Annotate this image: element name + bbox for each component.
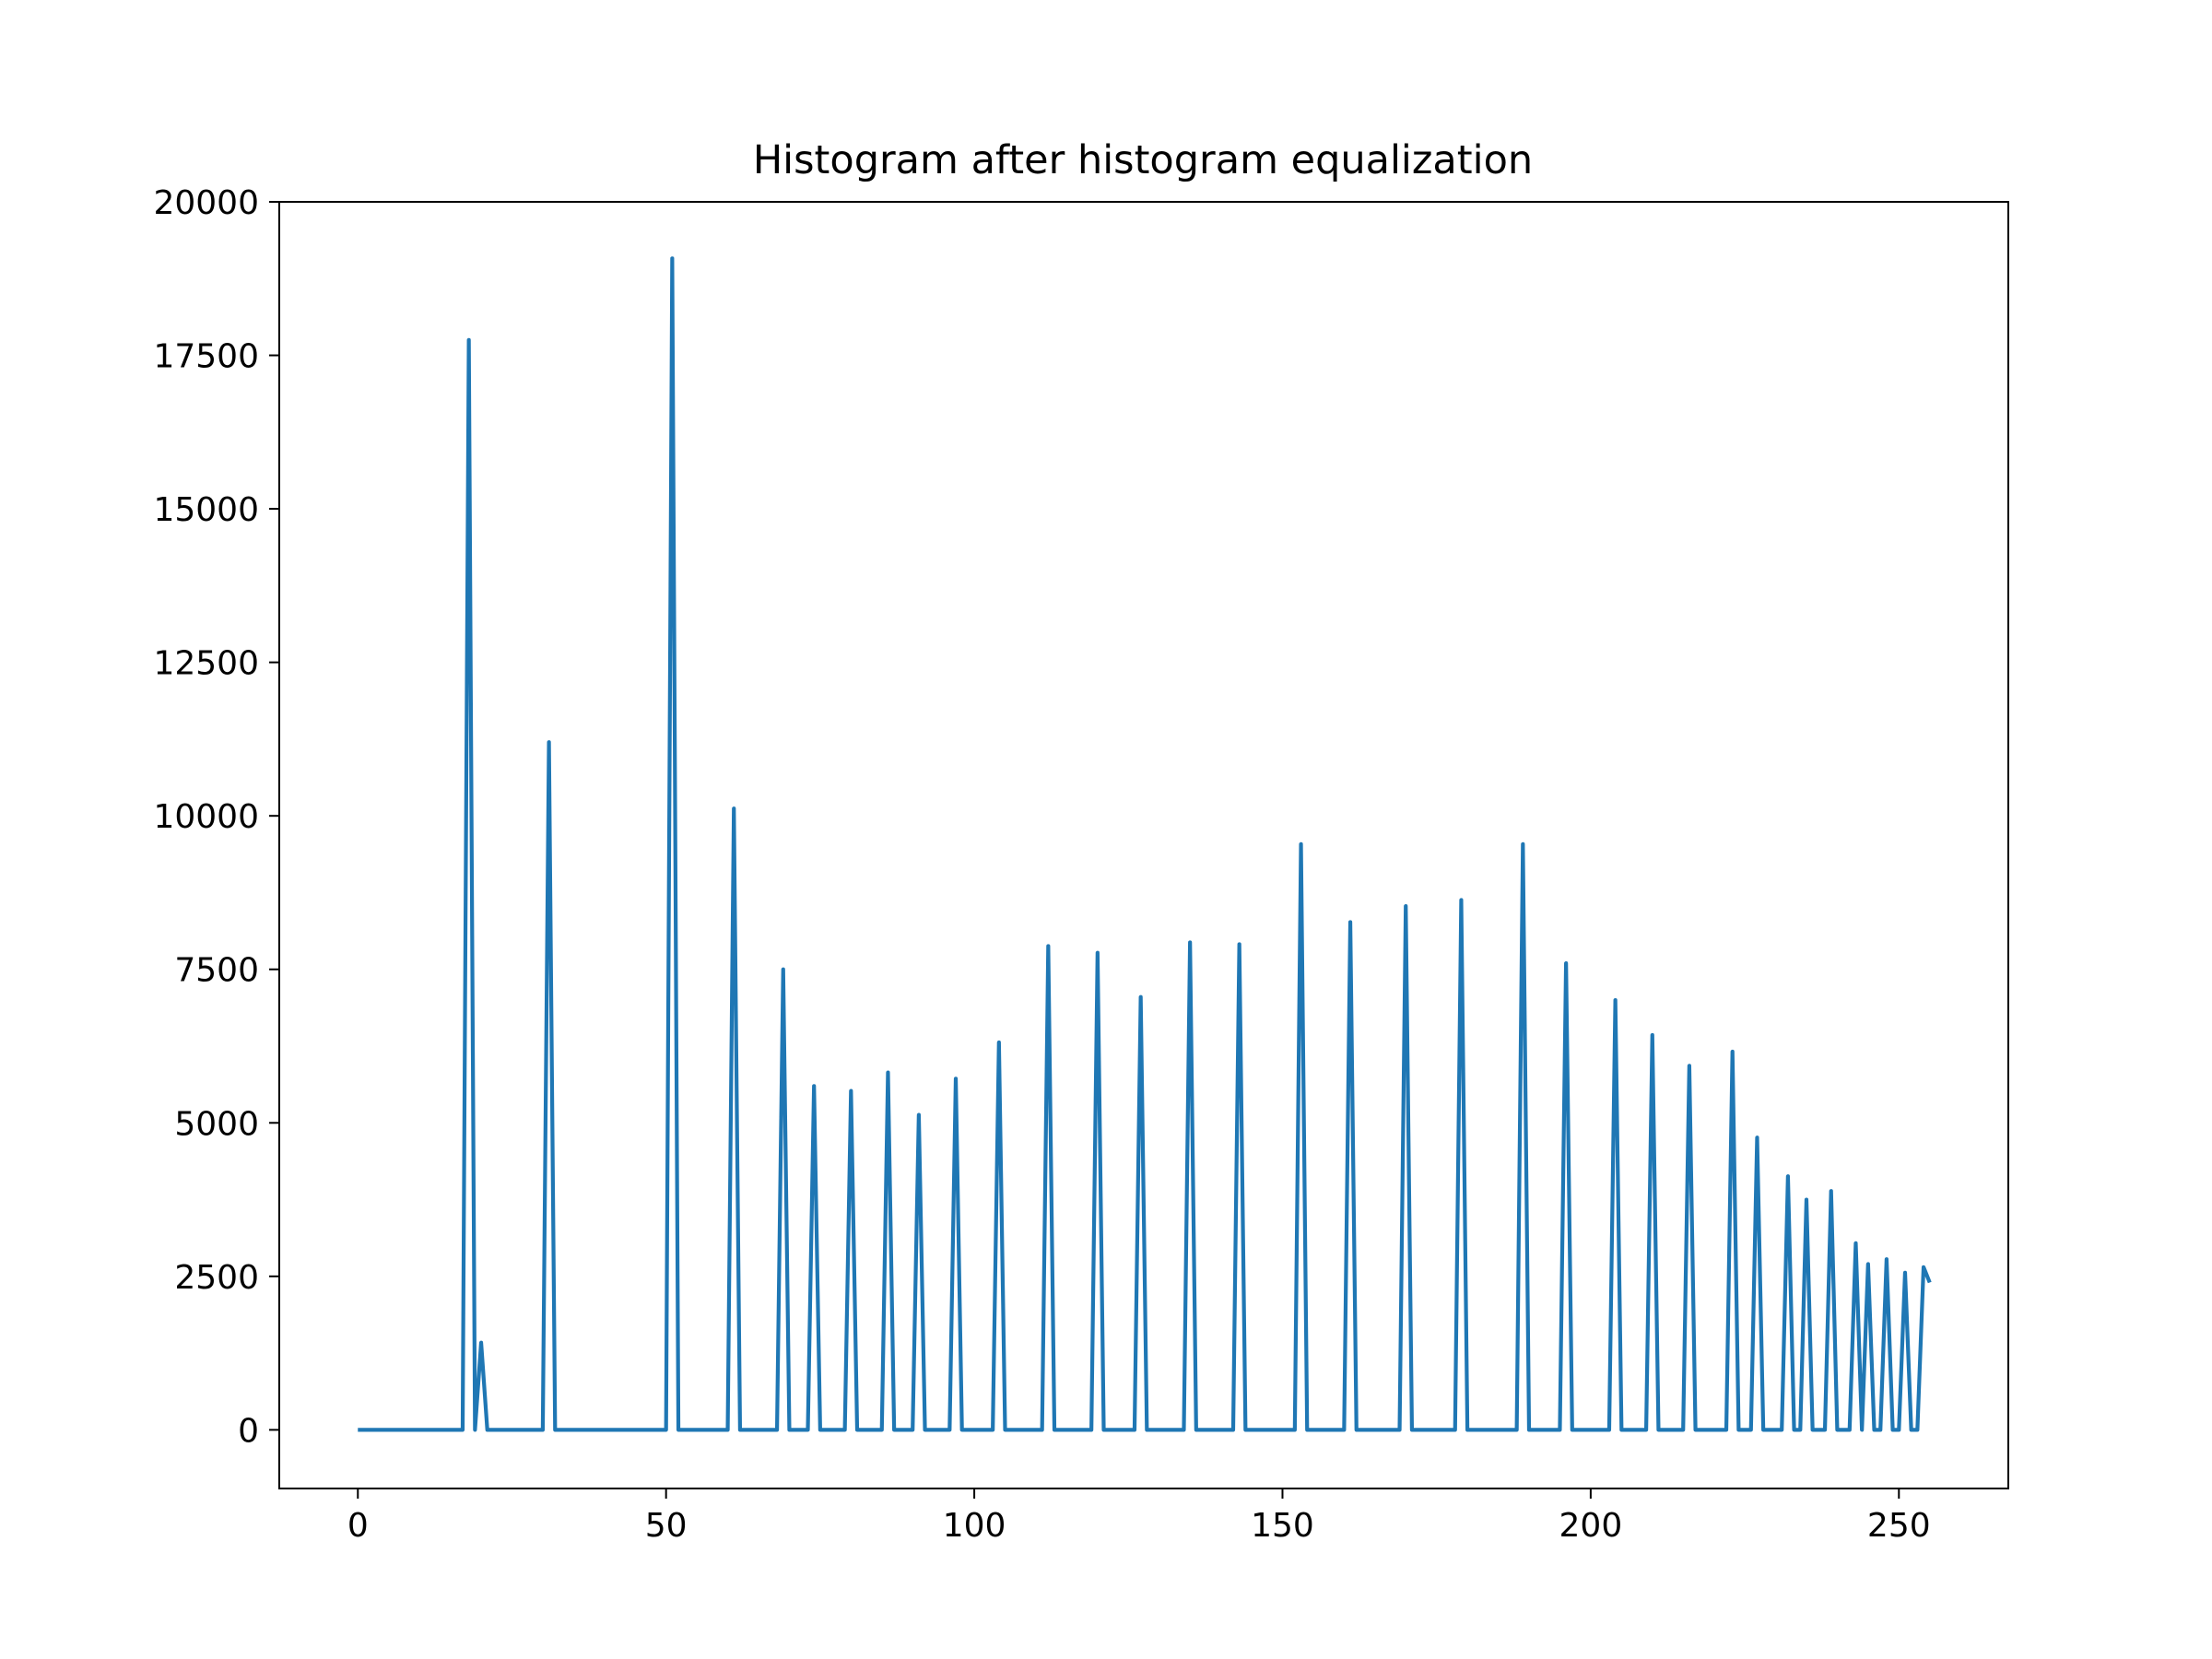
axes-frame (278, 201, 2009, 1489)
y-tick-label: 0 (238, 1412, 259, 1450)
x-tick-label: 50 (645, 1507, 688, 1545)
plot-area (358, 256, 1932, 1432)
y-tick-label: 10000 (153, 798, 259, 836)
y-tick-label: 20000 (153, 184, 259, 222)
x-tick-label: 250 (1867, 1507, 1931, 1545)
x-tick-label: 0 (347, 1507, 369, 1545)
y-axis: 0 2500 5000 7500 10000 12500 15000 17500 20000 (153, 184, 279, 1450)
y-tick-label: 5000 (174, 1105, 259, 1143)
x-tick-label: 200 (1559, 1507, 1623, 1545)
x-tick-label: 100 (943, 1507, 1006, 1545)
y-tick-label: 7500 (174, 952, 259, 990)
x-tick-label: 150 (1251, 1507, 1314, 1545)
x-axis: 0 50 100 150 200 250 (347, 1488, 1931, 1545)
y-tick-label: 17500 (153, 338, 259, 376)
y-tick-label: 12500 (153, 645, 259, 683)
y-tick-label: 15000 (153, 491, 259, 529)
chart-title: Histogram after histogram equalization (753, 137, 1533, 183)
y-tick-label: 2500 (174, 1259, 259, 1297)
histogram-line (358, 256, 1932, 1432)
